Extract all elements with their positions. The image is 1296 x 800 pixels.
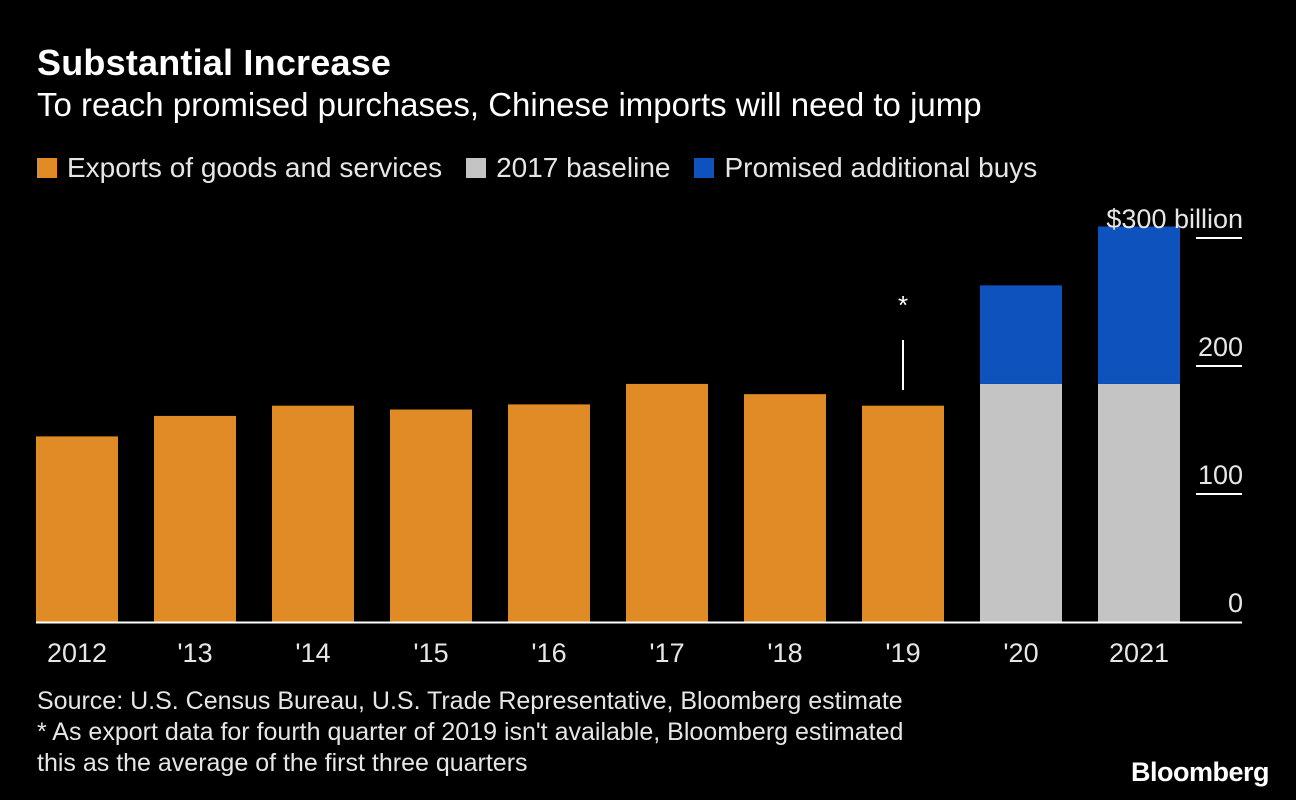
bar-exports-7 [862,405,944,622]
bloomberg-logo: Bloomberg [1130,757,1270,787]
bar-exports-2 [272,405,354,622]
legend-item-exports: Exports of goods and services [37,152,442,184]
annotation-asterisk: * [898,290,908,320]
x-tick-label-6: '18 [767,638,802,668]
legend-label-promised: Promised additional buys [724,152,1038,183]
legend-swatch-baseline [466,158,487,178]
bar-promised-8 [980,285,1062,384]
bar-promised-9 [1098,226,1180,384]
x-tick-label-9: 2021 [1109,638,1169,668]
x-tick-label-1: '13 [177,638,212,668]
source-note: Source: U.S. Census Bureau, U.S. Trade R… [37,687,903,715]
chart-footer: Source: U.S. Census Bureau, U.S. Trade R… [37,686,903,779]
bar-exports-6 [744,394,826,622]
legend-swatch-exports [37,158,57,178]
y-tick-label-0: 0 [1228,588,1243,618]
bar-exports-5 [626,383,708,622]
x-tick-label-4: '16 [531,638,566,668]
bar-chart: 2012 '13 '14 '15 '16 '17 '18 '19 '20 2021 0 100 200 $… [36,204,1243,668]
y-tick-label-100: 100 [1198,460,1243,490]
bar-exports-3 [390,409,472,622]
x-tick-label-5: '17 [649,638,684,668]
footnote-line-1: * As export data for fourth quarter of 2… [37,718,904,746]
legend-item-baseline: 2017 baseline [466,152,670,184]
bar-baseline-9 [1098,383,1180,622]
y-tick-label-300: $300 billion [1106,204,1243,234]
legend: Exports of goods and services 2017 basel… [37,152,1061,184]
chart-subtitle: To reach promised purchases, Chinese imp… [37,86,982,123]
bar-exports-1 [154,415,236,622]
x-tick-label-3: '15 [413,638,448,668]
x-tick-label-0: 2012 [47,638,107,668]
legend-swatch-promised [694,158,715,178]
chart-title: Substantial Increase [37,42,392,83]
bar-exports-4 [508,404,590,622]
legend-item-promised: Promised additional buys [694,152,1037,184]
footnote-line-2: this as the average of the first three q… [37,749,528,777]
bar-exports-0 [36,436,118,622]
bar-baseline-8 [980,383,1062,622]
y-tick-label-200: 200 [1198,332,1243,362]
x-tick-label-8: '20 [1003,638,1038,668]
x-tick-label-2: '14 [295,638,330,668]
x-tick-label-7: '19 [885,638,920,668]
legend-label-baseline: 2017 baseline [496,152,671,183]
legend-label-exports: Exports of goods and services [67,152,443,183]
